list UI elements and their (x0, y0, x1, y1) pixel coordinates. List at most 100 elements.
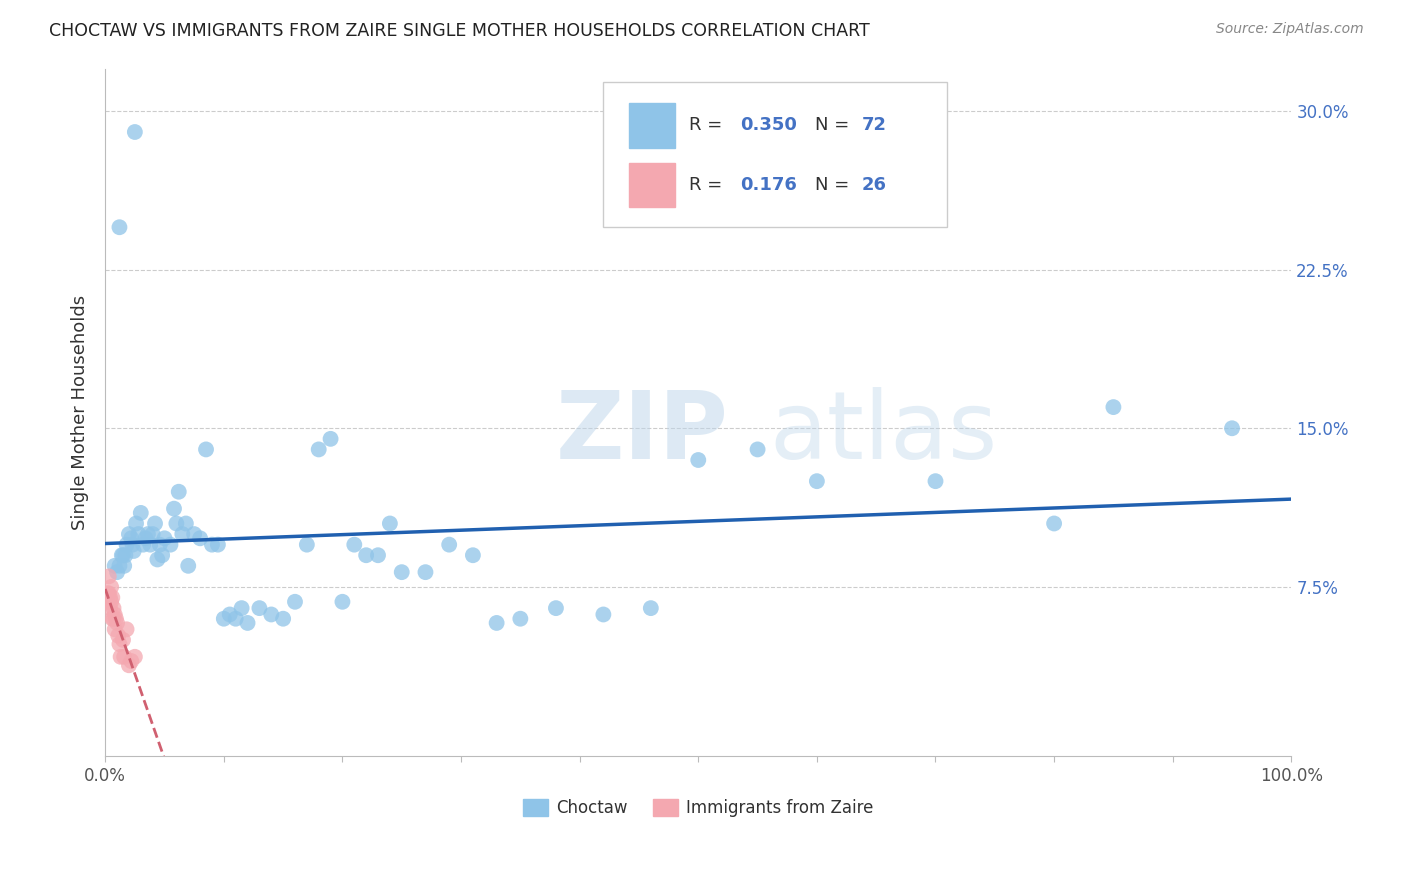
Point (104, 612, 127, 626)
Text: atlas: atlas (769, 387, 998, 479)
Text: 26: 26 (862, 176, 887, 194)
Point (1043, 516, 1066, 531)
Point (332, 595, 354, 609)
FancyBboxPatch shape (603, 82, 948, 227)
Text: 72: 72 (862, 116, 887, 135)
Point (174, 516, 197, 531)
Point (100, 580, 122, 594)
Bar (630, 103, 675, 147)
Point (150, 548, 173, 562)
Point (391, 565, 413, 579)
Text: 0.350: 0.350 (740, 116, 797, 135)
Point (111, 548, 134, 562)
Point (127, 527, 149, 541)
Legend: Choctaw, Immigrants from Zaire: Choctaw, Immigrants from Zaire (516, 792, 880, 823)
Point (110, 649, 132, 664)
Point (111, 548, 134, 562)
Point (121, 538, 143, 552)
Point (104, 622, 127, 636)
Point (129, 506, 152, 520)
Point (271, 612, 294, 626)
Point (640, 601, 662, 615)
Point (924, 474, 946, 488)
Text: 0.176: 0.176 (740, 176, 797, 194)
Point (125, 516, 148, 531)
Point (172, 527, 194, 541)
Point (142, 527, 165, 541)
Point (225, 612, 247, 626)
Point (231, 601, 253, 615)
Point (295, 538, 318, 552)
Point (122, 544, 145, 558)
Point (159, 538, 181, 552)
Point (108, 558, 131, 573)
Point (367, 548, 389, 562)
Point (167, 484, 190, 499)
Point (592, 607, 614, 622)
Point (104, 558, 127, 573)
Bar (630, 162, 675, 208)
Point (103, 601, 125, 615)
Point (183, 527, 205, 541)
Point (343, 538, 366, 552)
Point (98, 601, 121, 615)
Text: R =: R = (689, 116, 728, 135)
Point (146, 552, 169, 566)
Point (163, 501, 186, 516)
Point (103, 612, 125, 626)
Point (236, 615, 259, 630)
Point (415, 565, 437, 579)
Point (207, 538, 229, 552)
Text: N =: N = (814, 176, 855, 194)
Point (747, 442, 769, 457)
Point (108, 220, 131, 235)
Point (107, 629, 129, 643)
Text: ZIP: ZIP (555, 387, 728, 479)
Point (354, 548, 377, 562)
Point (105, 615, 128, 630)
Point (101, 612, 124, 626)
Point (165, 516, 187, 531)
Point (115, 538, 138, 552)
Point (118, 527, 141, 541)
Point (112, 558, 135, 573)
Point (104, 607, 127, 622)
Point (806, 474, 828, 488)
Point (188, 531, 211, 545)
Point (1220, 421, 1243, 435)
Point (101, 591, 124, 605)
Point (97, 586, 120, 600)
Point (96, 595, 118, 609)
Point (97, 595, 120, 609)
Point (544, 601, 567, 615)
Point (108, 637, 131, 651)
Point (1102, 400, 1125, 414)
Point (195, 442, 218, 457)
Point (177, 558, 200, 573)
Text: N =: N = (814, 116, 855, 135)
Point (437, 538, 460, 552)
Point (98, 591, 121, 605)
Text: Source: ZipAtlas.com: Source: ZipAtlas.com (1216, 22, 1364, 37)
Point (135, 531, 157, 545)
Point (509, 612, 531, 626)
Point (97, 569, 120, 583)
Point (688, 453, 710, 467)
Point (143, 516, 166, 531)
Point (105, 565, 128, 579)
Y-axis label: Single Mother Households: Single Mother Households (72, 295, 89, 530)
Point (132, 538, 155, 552)
Point (218, 607, 240, 622)
Point (212, 612, 235, 626)
Point (124, 649, 146, 664)
Point (284, 595, 307, 609)
Point (201, 538, 224, 552)
Text: R =: R = (689, 176, 734, 194)
Text: CHOCTAW VS IMMIGRANTS FROM ZAIRE SINGLE MOTHER HOUSEHOLDS CORRELATION CHART: CHOCTAW VS IMMIGRANTS FROM ZAIRE SINGLE … (49, 22, 870, 40)
Point (136, 527, 159, 541)
Point (308, 442, 330, 457)
Point (485, 615, 508, 630)
Point (120, 531, 142, 545)
Point (124, 125, 146, 139)
Point (111, 632, 134, 647)
